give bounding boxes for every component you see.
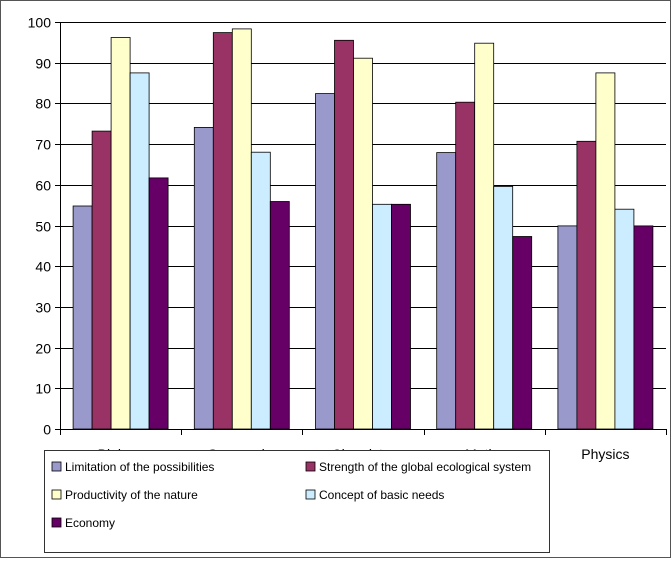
bar — [576, 140, 597, 430]
legend-swatch — [305, 489, 316, 500]
y-tick-label: 30 — [35, 300, 51, 316]
y-tick-label: 50 — [35, 219, 51, 235]
y-tick-label: 10 — [35, 381, 51, 397]
y-tick-labels: 0 10 20 30 40 50 60 70 80 90 100 — [28, 15, 52, 438]
y-tick-label: 60 — [35, 178, 51, 194]
legend-swatch — [51, 461, 62, 472]
y-tick-label: 100 — [28, 15, 52, 31]
y-tick-label: 90 — [35, 56, 51, 72]
y-tick-label: 80 — [35, 96, 51, 112]
bar — [129, 72, 150, 430]
legend-label: Economy — [65, 516, 115, 530]
bar — [315, 93, 335, 430]
legend-swatch — [51, 517, 62, 528]
legend-label: Concept of basic needs — [319, 488, 444, 502]
bar — [212, 32, 233, 430]
legend-label: Productivity of the nature — [65, 488, 198, 502]
bar — [110, 37, 131, 430]
bar — [269, 201, 290, 430]
bar — [474, 42, 495, 430]
bar — [353, 57, 373, 430]
bar — [633, 225, 654, 430]
bar — [72, 205, 93, 430]
legend-label: Limitation of the possibilities — [65, 460, 214, 474]
y-tick-label: 0 — [43, 422, 51, 438]
bars — [72, 28, 654, 430]
bar — [148, 177, 169, 430]
bar — [372, 203, 392, 430]
legend-swatch — [51, 489, 62, 500]
bar — [595, 72, 616, 430]
bar — [91, 130, 112, 430]
y-tick-label: 20 — [35, 341, 51, 357]
bar — [493, 185, 514, 430]
bar — [391, 203, 411, 430]
axes — [55, 22, 667, 435]
bar — [614, 208, 635, 430]
bar — [557, 225, 578, 430]
bar — [512, 236, 533, 430]
bar — [334, 39, 354, 430]
bar — [436, 152, 457, 430]
legend-label: Strength of the global ecological system — [319, 460, 531, 474]
bar — [231, 28, 252, 430]
bar — [455, 101, 476, 430]
bar — [250, 151, 271, 430]
y-tick-label: 70 — [35, 137, 51, 153]
legend: Limitation of the possibilities Strength … — [51, 460, 531, 530]
y-tick-label: 40 — [35, 259, 51, 275]
bar — [193, 127, 214, 430]
legend-box — [44, 450, 550, 553]
legend-swatch — [305, 461, 316, 472]
x-category-label: Physics — [581, 446, 629, 462]
